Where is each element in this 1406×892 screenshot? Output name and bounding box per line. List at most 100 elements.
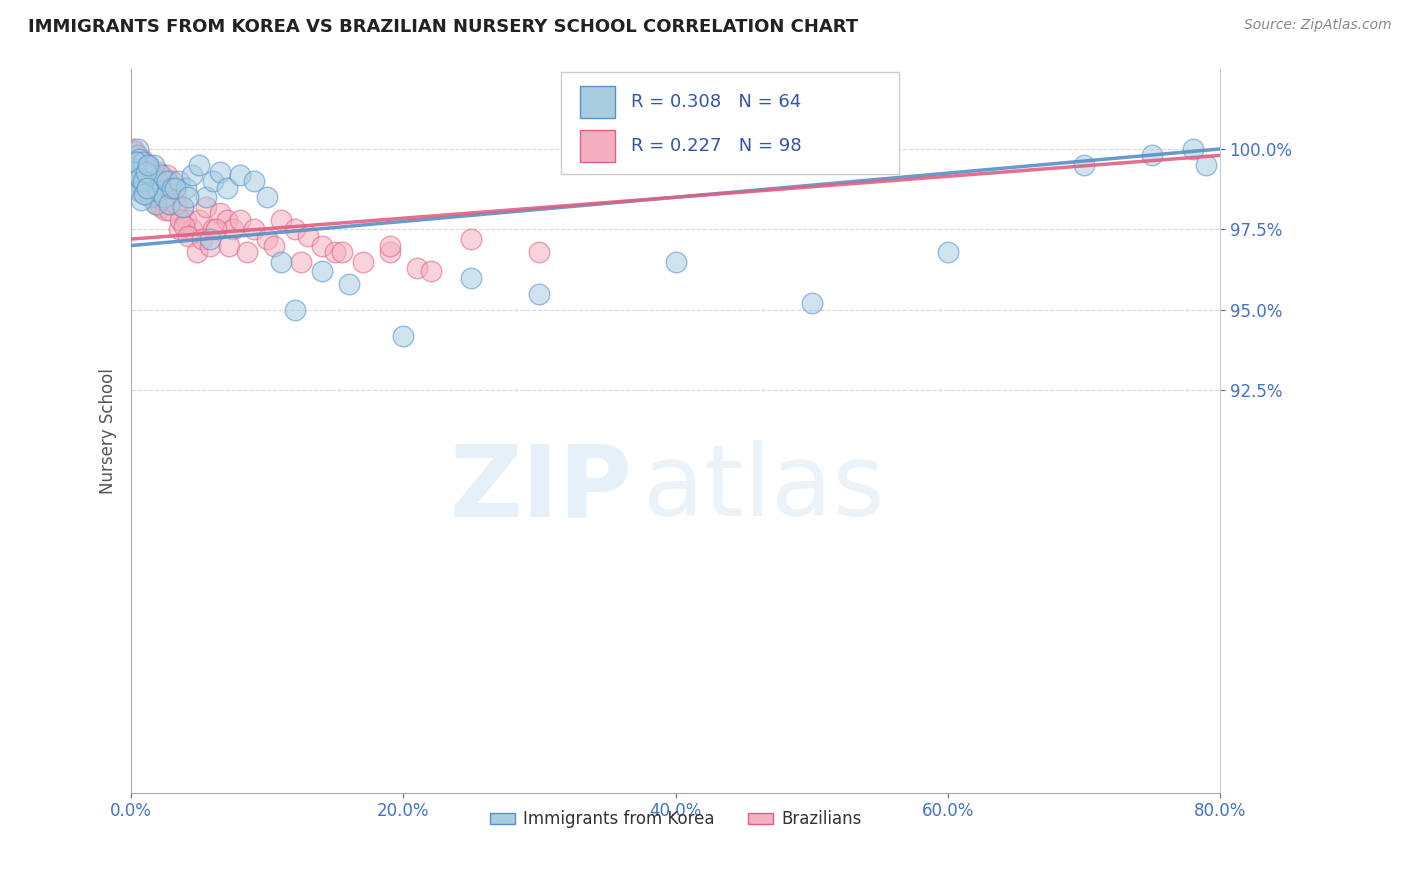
Point: [229, 212, 252, 227]
FancyBboxPatch shape: [561, 72, 898, 174]
Point: [129, 184, 152, 198]
Point: [165, 196, 187, 211]
Point: [270, 254, 292, 268]
Bar: [579, 129, 614, 162]
Point: [208, 206, 231, 220]
Point: [122, 152, 145, 166]
Point: [311, 238, 333, 252]
Point: [172, 200, 194, 214]
Legend: Immigrants from Korea, Brazilians: Immigrants from Korea, Brazilians: [482, 804, 868, 835]
Point: [392, 328, 415, 343]
Point: [150, 168, 173, 182]
Point: [325, 244, 347, 259]
Point: [124, 164, 146, 178]
Point: [201, 174, 224, 188]
Point: [141, 190, 163, 204]
Point: [167, 174, 190, 188]
Point: [134, 187, 156, 202]
Point: [138, 174, 160, 188]
Point: [138, 168, 160, 182]
Point: [122, 168, 145, 182]
Point: [143, 187, 166, 202]
Point: [150, 184, 173, 198]
Point: [1195, 158, 1218, 172]
Point: [142, 178, 165, 192]
Point: [141, 168, 163, 182]
Point: [145, 174, 167, 188]
Point: [204, 222, 226, 236]
Point: [136, 158, 159, 172]
Point: [177, 190, 200, 204]
Point: [297, 228, 319, 243]
Point: [132, 154, 155, 169]
Point: [152, 184, 174, 198]
Point: [129, 170, 152, 185]
Point: [330, 244, 353, 259]
Point: [198, 232, 221, 246]
Point: [128, 174, 150, 188]
Point: [157, 194, 180, 208]
Point: [242, 174, 264, 188]
Point: [664, 254, 686, 268]
Text: R = 0.308   N = 64: R = 0.308 N = 64: [631, 93, 801, 111]
Point: [181, 168, 204, 182]
Point: [128, 184, 150, 198]
Point: [135, 164, 157, 178]
Point: [208, 164, 231, 178]
Point: [229, 168, 252, 182]
Point: [132, 161, 155, 176]
Point: [256, 232, 278, 246]
Y-axis label: Nursery School: Nursery School: [100, 368, 117, 493]
Point: [188, 158, 211, 172]
Point: [153, 190, 176, 204]
Point: [145, 196, 167, 211]
Point: [174, 212, 197, 227]
Point: [181, 222, 204, 236]
Text: Source: ZipAtlas.com: Source: ZipAtlas.com: [1244, 18, 1392, 32]
Point: [127, 142, 149, 156]
Point: [352, 254, 374, 268]
Point: [138, 174, 160, 188]
Point: [156, 174, 179, 188]
Point: [283, 222, 305, 236]
Point: [160, 180, 183, 194]
Point: [132, 174, 155, 188]
Point: [150, 170, 173, 185]
Point: [142, 187, 165, 202]
Bar: [579, 86, 614, 118]
Point: [135, 180, 157, 194]
Point: [146, 180, 169, 194]
Point: [134, 180, 156, 194]
Point: [153, 174, 176, 188]
Point: [135, 187, 157, 202]
Point: [143, 158, 166, 172]
Text: ZIP: ZIP: [449, 440, 633, 537]
Point: [148, 184, 170, 198]
Point: [1073, 158, 1095, 172]
Point: [215, 212, 238, 227]
Point: [311, 264, 333, 278]
Point: [125, 154, 148, 169]
Point: [195, 200, 218, 214]
Point: [132, 170, 155, 185]
Point: [136, 161, 159, 176]
Point: [529, 286, 551, 301]
Point: [145, 196, 167, 211]
Point: [148, 164, 170, 178]
Point: [125, 148, 148, 162]
Point: [157, 203, 180, 218]
Point: [134, 170, 156, 185]
Point: [201, 222, 224, 236]
Point: [242, 222, 264, 236]
Point: [460, 232, 482, 246]
Point: [149, 178, 172, 192]
Point: [122, 174, 145, 188]
Point: [139, 184, 162, 198]
Point: [127, 164, 149, 178]
Point: [128, 168, 150, 182]
Point: [215, 180, 238, 194]
Point: [270, 212, 292, 227]
Point: [122, 158, 145, 172]
Point: [460, 270, 482, 285]
Point: [195, 190, 218, 204]
